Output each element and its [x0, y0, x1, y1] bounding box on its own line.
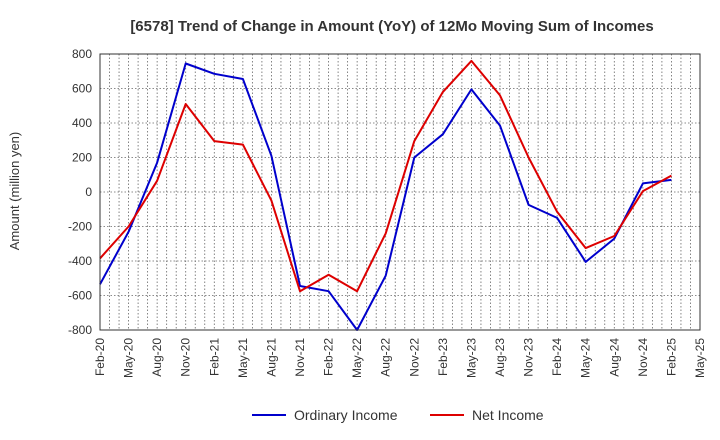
y-tick-label: -800 — [68, 323, 92, 337]
legend-label: Net Income — [472, 407, 544, 423]
series-group — [99, 59, 672, 331]
y-tick-label: -600 — [68, 289, 92, 303]
x-tick-label: May-24 — [579, 338, 593, 378]
x-tick-label: May-23 — [464, 338, 478, 378]
chart-title: [6578] Trend of Change in Amount (YoY) o… — [130, 18, 653, 35]
y-tick-label: 400 — [72, 116, 92, 130]
x-tick-label: Nov-24 — [636, 338, 650, 377]
x-axis-ticks: Feb-20 May-20 Aug-20 Nov-20 Feb-21 May-21 Aug-… — [93, 338, 707, 378]
series-line-ordinary-income — [99, 62, 672, 331]
x-tick-label: May-21 — [236, 338, 250, 378]
x-tick-label: Feb-20 — [93, 338, 107, 376]
x-tick-label: Nov-21 — [293, 338, 307, 377]
y-axis-label: Amount (million yen) — [7, 132, 22, 251]
x-tick-label: Aug-24 — [607, 338, 621, 377]
y-tick-label: 0 — [85, 185, 92, 199]
x-tick-label: Aug-23 — [493, 338, 507, 377]
x-tick-label: Nov-23 — [522, 338, 536, 377]
y-tick-label: 800 — [72, 47, 92, 61]
x-tick-label: May-25 — [693, 338, 707, 378]
x-tick-label: May-20 — [122, 338, 136, 378]
x-tick-label: Feb-23 — [436, 338, 450, 376]
series-line-net-income — [99, 59, 672, 293]
x-tick-label: Nov-20 — [179, 338, 193, 377]
y-tick-label: -200 — [68, 220, 92, 234]
y-tick-label: 200 — [72, 151, 92, 165]
x-tick-label: Aug-21 — [264, 338, 278, 377]
y-tick-label: 600 — [72, 82, 92, 96]
y-axis-ticks: 800 600 400 200 0 -200 -400 -600 -800 — [68, 47, 92, 337]
x-tick-label: Feb-25 — [664, 338, 678, 376]
legend-label: Ordinary Income — [294, 407, 398, 423]
x-tick-label: Aug-20 — [150, 338, 164, 377]
y-tick-label: -400 — [68, 254, 92, 268]
x-tick-label: Feb-24 — [550, 338, 564, 376]
x-tick-label: Nov-22 — [407, 338, 421, 377]
legend: Ordinary Income Net Income — [252, 407, 544, 423]
plot-frame — [99, 53, 701, 331]
x-tick-label: Feb-21 — [207, 338, 221, 376]
x-tick-label: Aug-22 — [379, 338, 393, 377]
x-tick-label: Feb-22 — [322, 338, 336, 376]
x-tick-label: May-22 — [350, 338, 364, 378]
grid — [99, 53, 701, 331]
